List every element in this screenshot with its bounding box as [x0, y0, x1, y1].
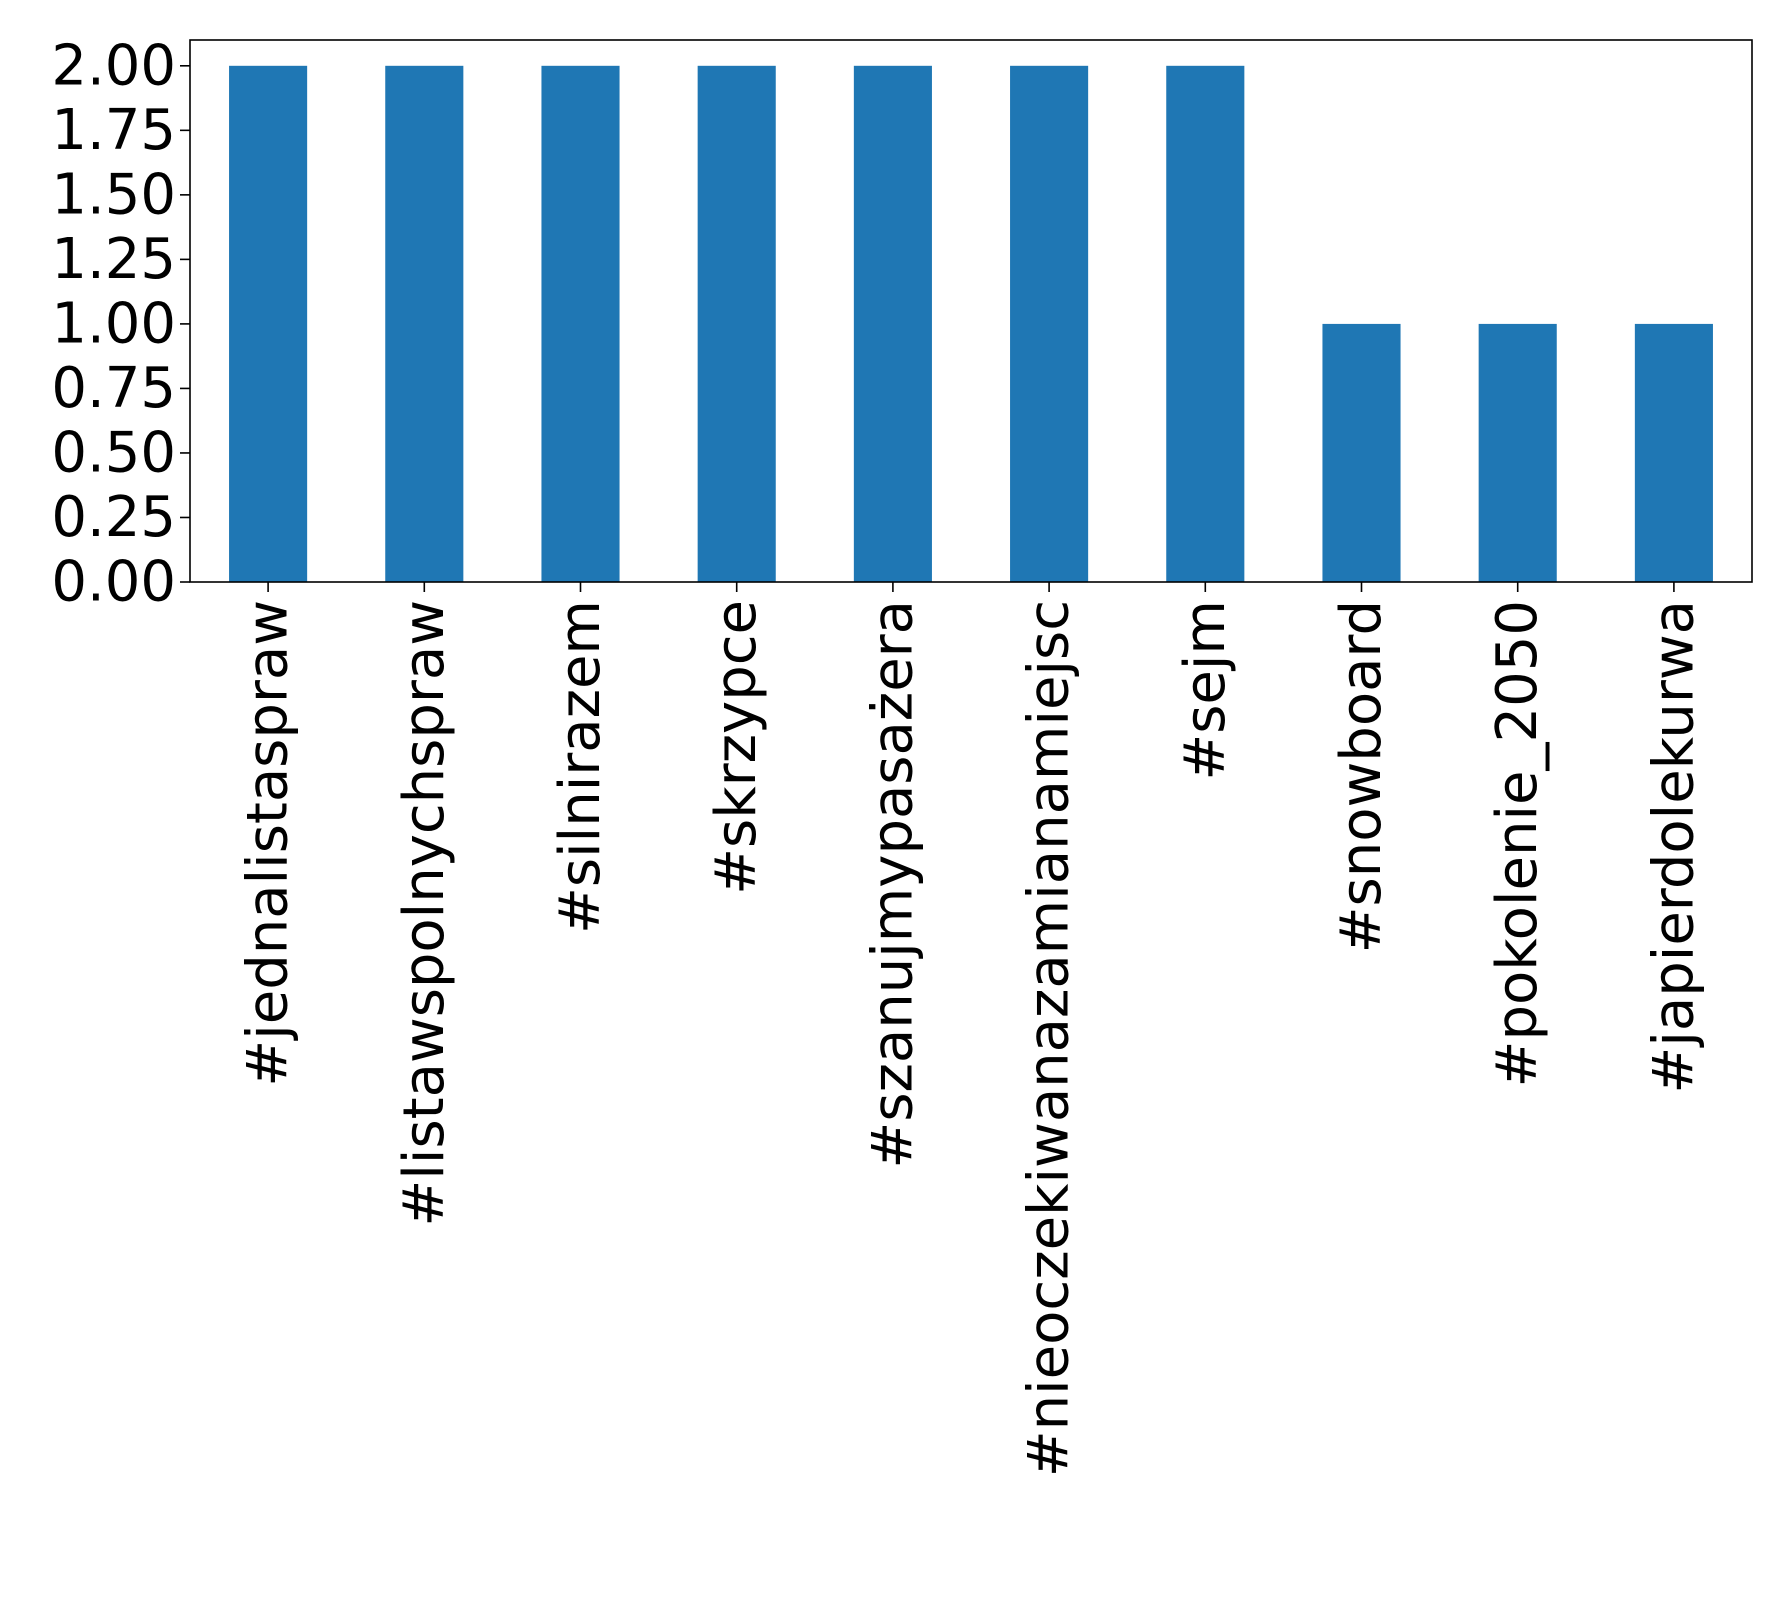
- y-tick-label: 1.75: [51, 98, 176, 163]
- bar: [229, 65, 308, 583]
- y-axis-ticks: 0.000.250.500.751.001.251.501.752.00: [51, 33, 190, 615]
- bar: [1010, 65, 1089, 583]
- x-axis-ticks: #jednalistaspraw #listawspolnychspraw #sil…: [236, 582, 1706, 1477]
- bars-layer: [229, 65, 1713, 583]
- y-tick-label: 1.25: [51, 227, 176, 292]
- x-category-label: #nieoczekiwanazamianamiejsc: [1017, 600, 1082, 1477]
- x-category-label: #silnirazem: [548, 600, 613, 934]
- x-category-label: #skrzypce: [704, 600, 769, 895]
- bar: [1634, 323, 1713, 582]
- x-category-label: #japierdolekurwa: [1641, 600, 1706, 1094]
- y-tick-label: 0.75: [51, 356, 176, 421]
- x-category-label: #listawspolnychspraw: [392, 600, 457, 1227]
- y-tick-label: 0.25: [51, 485, 176, 550]
- y-tick-label: 2.00: [51, 33, 176, 98]
- x-category-label: #sejm: [1173, 600, 1238, 781]
- x-category-label: #szanujmypasażera: [860, 600, 925, 1169]
- y-tick-label: 1.00: [51, 291, 176, 356]
- bar: [853, 65, 932, 583]
- y-tick-label: 0.50: [51, 420, 176, 485]
- bar: [1166, 65, 1245, 583]
- x-category-label: #jednalistaspraw: [236, 600, 301, 1087]
- x-category-label: #pokolenie_2050: [1485, 600, 1550, 1087]
- bar: [1322, 323, 1401, 582]
- bar: [1478, 323, 1557, 582]
- bar: [697, 65, 776, 583]
- bar: [385, 65, 464, 583]
- bar: [541, 65, 620, 583]
- y-tick-label: 0.00: [51, 550, 176, 615]
- y-tick-label: 1.50: [51, 162, 176, 227]
- x-category-label: #snowboard: [1329, 600, 1394, 953]
- plot-area-frame: [189, 39, 1753, 583]
